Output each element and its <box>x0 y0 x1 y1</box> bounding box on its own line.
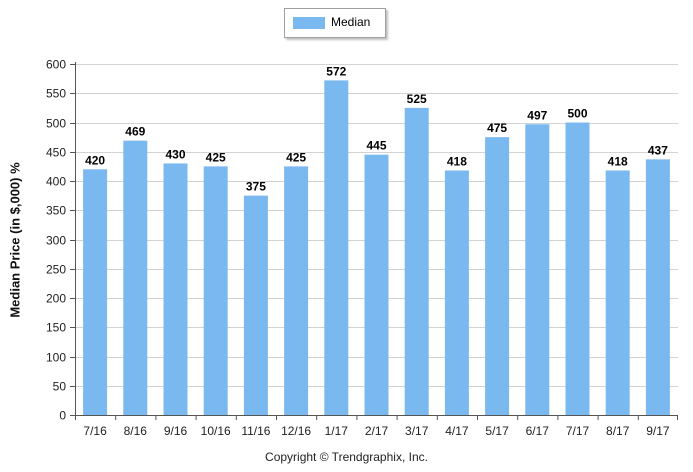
legend: Median <box>284 8 386 38</box>
bar <box>243 195 268 415</box>
bar <box>203 166 228 415</box>
bar <box>444 170 469 415</box>
bar <box>324 80 349 415</box>
y-tick-label: 250 <box>46 263 66 277</box>
x-tick-label: 8/16 <box>124 424 148 438</box>
data-label: 445 <box>366 139 386 153</box>
x-tick-label: 6/17 <box>526 424 550 438</box>
data-label: 475 <box>487 121 507 135</box>
x-tick-label: 10/16 <box>201 424 231 438</box>
y-tick-label: 200 <box>46 292 66 306</box>
data-label: 420 <box>85 153 105 167</box>
x-tick-label: 12/16 <box>281 424 311 438</box>
bar <box>404 107 429 415</box>
y-tick-label: 0 <box>59 409 66 423</box>
y-tick-label: 100 <box>46 351 66 365</box>
bar <box>364 154 389 416</box>
bar <box>525 124 550 415</box>
y-tick-label: 50 <box>53 380 67 394</box>
data-label: 500 <box>567 107 587 121</box>
data-label: 375 <box>246 180 266 194</box>
y-tick-label: 550 <box>46 87 66 101</box>
data-label: 572 <box>326 64 346 78</box>
legend-swatch-median <box>293 17 325 29</box>
bar <box>284 166 309 415</box>
data-label: 425 <box>286 150 306 164</box>
bar <box>605 170 630 415</box>
data-label: 469 <box>125 125 145 139</box>
bar <box>485 137 510 415</box>
y-tick-label: 350 <box>46 204 66 218</box>
data-label: 425 <box>206 150 226 164</box>
x-tick-label: 7/17 <box>566 424 590 438</box>
x-tick-label: 1/17 <box>325 424 349 438</box>
y-tick-label: 150 <box>46 321 66 335</box>
bar <box>83 169 108 415</box>
y-tick-label: 450 <box>46 146 66 160</box>
x-tick-label: 11/16 <box>241 424 270 438</box>
data-label: 430 <box>165 147 185 161</box>
data-label: 437 <box>648 143 668 157</box>
bar <box>123 140 148 415</box>
y-tick-label: 400 <box>46 175 66 189</box>
y-tick-label: 600 <box>46 58 66 72</box>
y-tick-label: 500 <box>46 117 66 131</box>
copyright-text: Copyright © Trendgraphix, Inc. <box>265 450 428 464</box>
x-tick-label: 2/17 <box>365 424 389 438</box>
y-tick-label: 300 <box>46 234 66 248</box>
x-tick-label: 8/17 <box>606 424 630 438</box>
x-tick-label: 3/17 <box>405 424 429 438</box>
bar <box>565 122 590 415</box>
x-tick-label: 7/16 <box>83 424 107 438</box>
legend-label-median: Median <box>331 15 371 29</box>
data-label: 497 <box>527 108 547 122</box>
y-axis-title: Median Price (in $,000) % <box>7 162 23 318</box>
data-label: 418 <box>608 154 628 168</box>
bar <box>163 163 188 415</box>
bar <box>645 159 670 415</box>
data-label: 525 <box>407 92 427 106</box>
data-label: 418 <box>447 154 467 168</box>
x-tick-label: 5/17 <box>485 424 509 438</box>
x-tick-label: 9/16 <box>164 424 188 438</box>
x-tick-label: 4/17 <box>445 424 469 438</box>
x-tick-label: 9/17 <box>646 424 670 438</box>
